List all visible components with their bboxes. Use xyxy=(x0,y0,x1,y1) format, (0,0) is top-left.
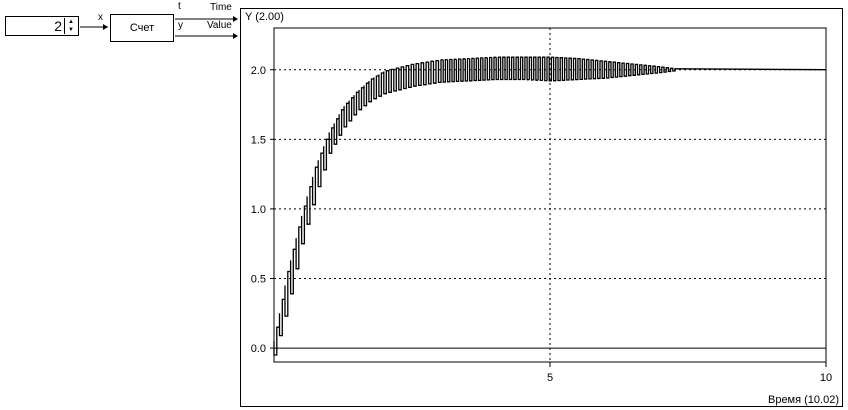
input-port-label: x xyxy=(98,12,103,23)
arrow-value xyxy=(233,33,238,39)
spinner-down-icon[interactable]: ▼ xyxy=(68,27,74,33)
signal-value-label: Value xyxy=(207,20,232,31)
plot-area: 0.0 0.5 1.0 1.5 2.0 5 10 Y (2.00) Время (10.02) xyxy=(245,11,839,406)
output-port-t: t xyxy=(178,1,181,12)
x-tick-label: 5 xyxy=(547,372,553,384)
y-tick-label: 1.5 xyxy=(251,134,266,146)
chart-title: Y (2.00) xyxy=(245,11,284,23)
number-spinner[interactable]: 2 ▲ ▼ xyxy=(5,16,79,36)
x-tick-label: 10 xyxy=(820,372,832,384)
y-tick-label: 2.0 xyxy=(251,65,266,77)
spinner-value: 2 xyxy=(54,18,62,34)
x-axis-label: Время (10.02) xyxy=(768,394,839,406)
count-block[interactable]: Счет xyxy=(110,14,174,42)
y-tick-label: 0.5 xyxy=(251,274,266,286)
signal-time-label: Time xyxy=(210,2,232,13)
y-tick-label: 0.0 xyxy=(251,343,266,355)
spinner-up-icon[interactable]: ▲ xyxy=(68,19,74,25)
plot-frame xyxy=(240,8,843,407)
spinner-arrows[interactable]: ▲ ▼ xyxy=(64,18,77,34)
series-line xyxy=(273,56,827,356)
arrow-time xyxy=(233,16,238,22)
y-tick-label: 1.0 xyxy=(251,204,266,216)
output-port-y: y xyxy=(178,20,183,31)
arrow-input xyxy=(103,24,108,30)
